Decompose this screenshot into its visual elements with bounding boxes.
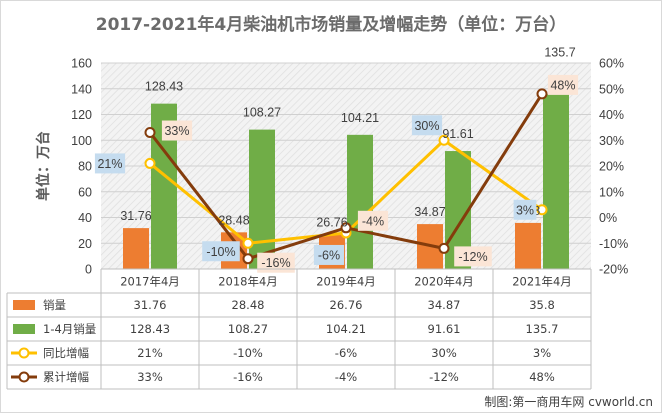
y-tick-label: 60 (78, 185, 92, 199)
y2-tick-label: 50% (599, 82, 624, 96)
bar (347, 134, 373, 269)
bar (249, 129, 275, 269)
data-label-box (357, 210, 389, 231)
x-tick-label: 2021年4月 (512, 275, 572, 289)
data-label: 28.48 (218, 213, 249, 227)
line-point (438, 134, 450, 146)
data-label: -6% (318, 248, 340, 262)
y-axis-label: 单位：万台 (35, 131, 52, 201)
table-cell: 104.21 (326, 322, 366, 336)
y2-tick-label: -20% (599, 263, 628, 277)
data-label: -10% (206, 245, 235, 259)
y-tick-label: 0 (85, 263, 92, 277)
y-tick-label: 160 (71, 57, 92, 71)
data-label-box (513, 199, 537, 220)
table-cell: 91.61 (428, 322, 461, 336)
data-label: 3% (516, 203, 534, 217)
y-tick-label: 20 (78, 237, 92, 251)
table-cell: 128.43 (130, 322, 170, 336)
data-label: -16% (261, 256, 290, 270)
table-cell: 35.8 (529, 298, 555, 312)
table-cell: -4% (335, 370, 357, 384)
data-label: 31.76 (120, 209, 151, 223)
line-point (438, 242, 450, 254)
chart-title: 2017-2021年4月柴油机市场销量及增幅走势（单位：万台） (96, 14, 567, 35)
data-label-box (161, 120, 193, 141)
y2-tick-label: 40% (599, 108, 624, 122)
bar (543, 94, 569, 269)
y-tick-label: 140 (71, 82, 92, 96)
x-tick-label: 2019年4月 (316, 275, 376, 289)
data-label: 30% (414, 119, 439, 133)
y2-tick-label: 20% (599, 160, 624, 174)
table-cell: 34.87 (428, 298, 461, 312)
table-cell: 33% (137, 370, 163, 384)
legend-swatch (13, 300, 35, 310)
data-label: 128.43 (145, 80, 183, 94)
data-label: 104.21 (341, 111, 379, 125)
data-label: 21% (97, 157, 122, 171)
table-cell: -12% (429, 370, 459, 384)
y2-tick-label: 30% (599, 134, 624, 148)
line-point (536, 88, 548, 100)
data-label: -12% (458, 250, 487, 264)
data-label: 48% (550, 78, 575, 92)
data-label-box (202, 241, 240, 262)
table-cell: 21% (137, 346, 163, 360)
x-tick-label: 2020年4月 (414, 275, 474, 289)
legend-swatch (13, 324, 35, 334)
data-label: -4% (362, 214, 384, 228)
legend-marker (18, 371, 30, 383)
data-label-box (454, 246, 492, 267)
line-point (242, 253, 254, 265)
legend-marker (18, 347, 30, 359)
legend-label: 销量 (43, 298, 66, 312)
data-label: 33% (164, 124, 189, 138)
data-label: 135.7 (544, 45, 575, 59)
table-cell: 48% (529, 370, 555, 384)
line-point (144, 157, 156, 169)
line-point (340, 222, 352, 234)
data-label-box (547, 74, 579, 95)
table-cell: 31.76 (134, 298, 167, 312)
data-label-box (94, 153, 126, 174)
legend-label: 1-4月销量 (43, 322, 96, 336)
line-point (536, 204, 548, 216)
bar (515, 222, 541, 269)
line-point (144, 127, 156, 139)
y-tick-label: 100 (71, 134, 92, 148)
data-label: 108.27 (243, 106, 281, 120)
y2-tick-label: 0% (599, 211, 617, 225)
table-cell: 108.27 (228, 322, 268, 336)
table-cell: 135.7 (526, 322, 559, 336)
y-tick-label: 120 (71, 108, 92, 122)
y2-tick-label: -10% (599, 237, 628, 251)
x-tick-label: 2018年4月 (218, 275, 278, 289)
data-label-box (257, 252, 295, 273)
data-label-box (411, 115, 443, 136)
table-cell: 28.48 (232, 298, 265, 312)
y2-tick-label: 60% (599, 57, 624, 71)
x-tick-label: 2017年4月 (120, 275, 180, 289)
line-point (242, 237, 254, 249)
table-cell: -10% (233, 346, 263, 360)
y2-tick-label: 10% (599, 185, 624, 199)
data-label: 91.61 (442, 127, 473, 141)
table-cell: -6% (335, 346, 357, 360)
legend-label: 累计增幅 (43, 370, 89, 384)
bar (123, 228, 149, 269)
y-tick-label: 80 (78, 160, 92, 174)
data-label: 26.76 (316, 216, 347, 230)
legend-label: 同比增幅 (43, 346, 89, 360)
y-tick-label: 40 (78, 211, 92, 225)
table-cell: -16% (233, 370, 263, 384)
table-cell: 26.76 (330, 298, 363, 312)
table-cell: 30% (431, 346, 457, 360)
credit-text: 制图:第一商用车网 cvworld.cn (484, 394, 653, 409)
data-label-box (313, 244, 345, 265)
data-label: 34.87 (414, 205, 445, 219)
table-cell: 3% (533, 346, 551, 360)
